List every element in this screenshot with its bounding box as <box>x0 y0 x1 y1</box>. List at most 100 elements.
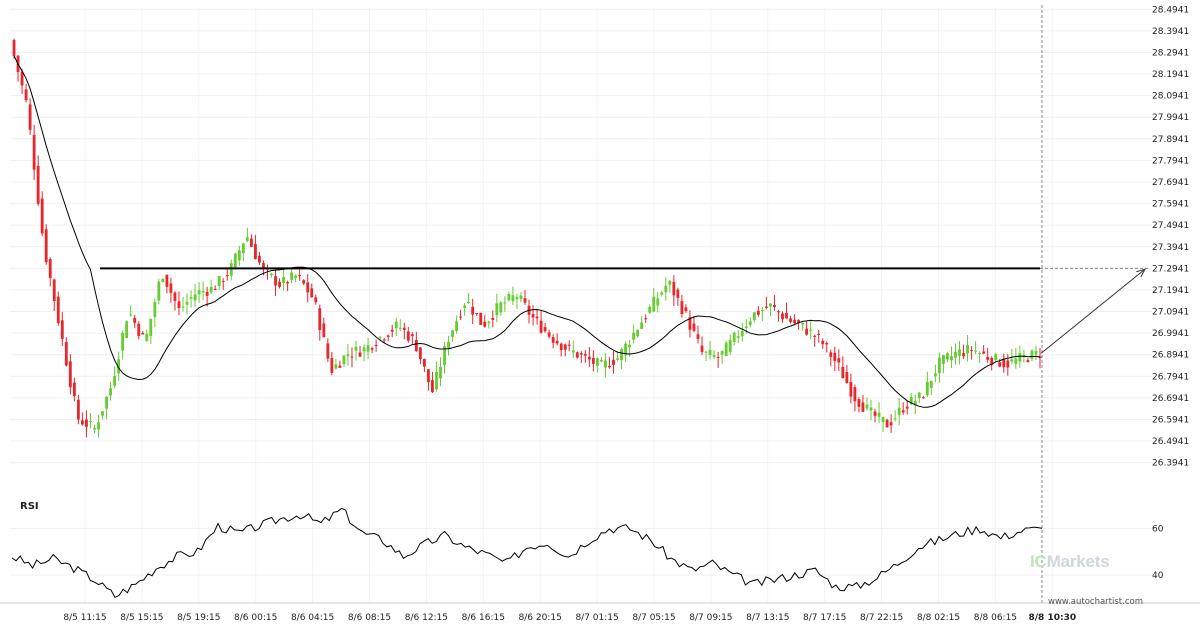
candle-body <box>483 321 487 327</box>
rsi-panel-title: RSI <box>20 501 39 512</box>
candle-body <box>105 396 108 409</box>
candle-body <box>68 361 72 388</box>
candle-body <box>692 323 696 331</box>
candle-body <box>877 412 881 417</box>
candle-body <box>821 340 825 345</box>
price-tick-label: 27.4941 <box>1152 221 1189 231</box>
candle-body <box>201 291 205 293</box>
candle-body <box>704 351 708 353</box>
candle-body <box>515 297 519 300</box>
candle-body <box>322 323 326 338</box>
candle-body <box>793 319 796 324</box>
candle-body <box>567 344 571 346</box>
candle-body <box>402 327 406 330</box>
brand-markets: Markets <box>1046 552 1110 571</box>
price-tick-label: 26.6941 <box>1152 394 1189 404</box>
candle-body <box>36 165 40 204</box>
candle-body <box>869 407 873 411</box>
rsi-tick-label: 60 <box>1152 524 1164 534</box>
candle-body <box>495 303 499 316</box>
time-tick-label: 8/7 17:15 <box>803 613 846 623</box>
candle-body <box>636 330 640 336</box>
candle-body <box>229 263 233 276</box>
price-tick-label: 26.5941 <box>1152 415 1189 425</box>
candle-body <box>756 310 760 315</box>
candle-body <box>889 422 893 426</box>
candle-body <box>797 320 800 324</box>
price-tick-label: 27.5941 <box>1152 200 1189 210</box>
candle-body <box>833 352 837 361</box>
candle-body <box>310 288 314 298</box>
candle-body <box>20 71 24 86</box>
moving-average-line <box>13 55 1041 408</box>
time-tick-label: 8/7 09:15 <box>689 613 732 623</box>
candle-body <box>837 358 841 363</box>
brand-watermark: ICMarkets <box>1030 552 1110 572</box>
forecast-arrow <box>1040 268 1146 354</box>
footer-url: www.autochartist.com <box>1048 597 1143 607</box>
candle-body <box>929 380 933 388</box>
candle-body <box>644 318 648 320</box>
candle-body <box>656 298 660 306</box>
price-tick-label: 27.7941 <box>1152 156 1189 166</box>
candle-body <box>865 404 869 409</box>
candle-body <box>616 358 619 360</box>
time-tick-label: 8/7 05:15 <box>632 613 675 623</box>
candle-body <box>628 344 632 348</box>
candle-body <box>209 286 213 293</box>
candle-body <box>547 332 551 337</box>
candle-body <box>282 277 285 284</box>
candle-body <box>12 39 16 56</box>
candle-body <box>290 272 294 280</box>
candle-body <box>744 326 748 328</box>
price-tick-label: 26.3941 <box>1152 459 1189 469</box>
candle-body <box>427 369 430 383</box>
price-tick-label: 26.4941 <box>1152 437 1189 447</box>
forecast-arrow-head <box>1136 268 1146 278</box>
candle-body <box>431 380 434 393</box>
candle-body <box>672 281 676 296</box>
candle-body <box>507 293 511 301</box>
candle-body <box>664 285 668 293</box>
candle-body <box>885 419 889 428</box>
candle-body <box>197 290 201 295</box>
candle-body <box>624 343 627 356</box>
candle-body <box>998 362 1002 367</box>
candle-body <box>861 402 865 412</box>
candle-body <box>937 357 941 374</box>
candle-body <box>406 331 410 341</box>
candle-body <box>133 317 137 323</box>
candle-body <box>1006 360 1010 368</box>
candle-body <box>632 332 636 340</box>
candle-body <box>696 334 700 339</box>
candle-body <box>346 354 350 357</box>
candle-body <box>736 336 740 338</box>
candle-body <box>64 342 68 366</box>
candle-body <box>386 335 390 337</box>
candle-body <box>773 304 776 308</box>
candle-body <box>503 302 507 304</box>
candle-body <box>459 316 463 318</box>
candle-body <box>829 352 833 357</box>
candle-body <box>153 302 157 317</box>
candle-body <box>249 238 253 247</box>
price-tick-label: 27.3941 <box>1152 243 1189 253</box>
candle-body <box>978 353 982 355</box>
candle-body <box>366 345 370 352</box>
candle-body <box>1030 350 1034 359</box>
candle-body <box>205 291 209 296</box>
candle-body <box>56 296 60 324</box>
time-tick-label: 8/5 15:15 <box>120 613 163 623</box>
candle-body <box>435 371 438 390</box>
candle-body <box>571 350 575 353</box>
candle-body <box>728 339 732 352</box>
brand-ic: IC <box>1030 552 1047 571</box>
price-tick-label: 27.0941 <box>1152 308 1189 318</box>
candle-body <box>113 375 117 386</box>
candle-body <box>604 360 607 368</box>
candle-body <box>732 332 736 342</box>
candle-body <box>97 422 100 430</box>
candle-body <box>925 381 929 396</box>
candle-body <box>72 382 76 397</box>
candle-body <box>398 327 402 329</box>
